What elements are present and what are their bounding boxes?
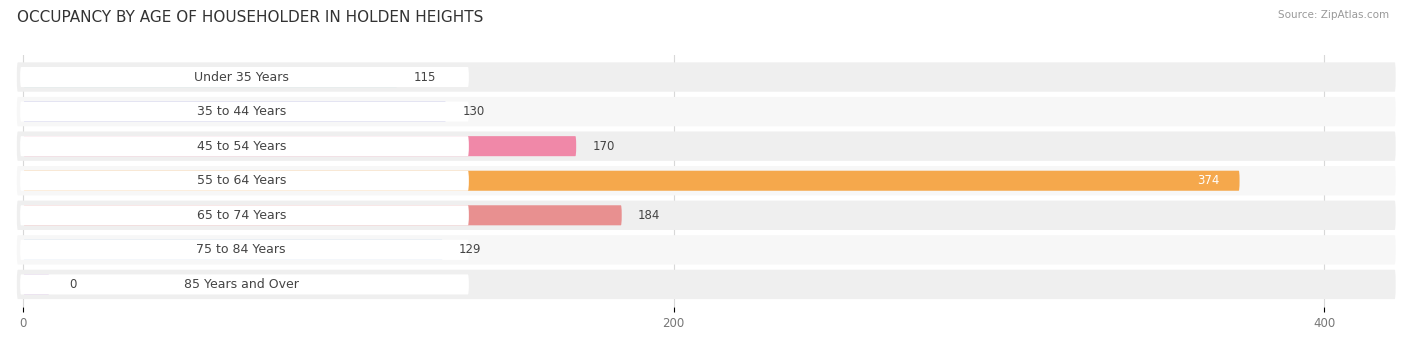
FancyBboxPatch shape bbox=[24, 67, 398, 87]
FancyBboxPatch shape bbox=[17, 270, 1396, 299]
FancyBboxPatch shape bbox=[24, 205, 621, 225]
FancyBboxPatch shape bbox=[17, 235, 1396, 265]
Text: 45 to 54 Years: 45 to 54 Years bbox=[197, 140, 285, 153]
Text: 129: 129 bbox=[460, 243, 482, 256]
FancyBboxPatch shape bbox=[20, 240, 468, 260]
Text: 0: 0 bbox=[69, 278, 76, 291]
Text: 65 to 74 Years: 65 to 74 Years bbox=[197, 209, 285, 222]
Text: OCCUPANCY BY AGE OF HOUSEHOLDER IN HOLDEN HEIGHTS: OCCUPANCY BY AGE OF HOUSEHOLDER IN HOLDE… bbox=[17, 10, 484, 25]
Text: 184: 184 bbox=[638, 209, 661, 222]
FancyBboxPatch shape bbox=[24, 171, 1240, 191]
Text: 170: 170 bbox=[592, 140, 614, 153]
Text: 374: 374 bbox=[1198, 174, 1220, 187]
FancyBboxPatch shape bbox=[20, 102, 468, 122]
FancyBboxPatch shape bbox=[20, 171, 468, 191]
FancyBboxPatch shape bbox=[17, 166, 1396, 195]
FancyBboxPatch shape bbox=[24, 102, 446, 122]
FancyBboxPatch shape bbox=[20, 205, 468, 225]
Text: Source: ZipAtlas.com: Source: ZipAtlas.com bbox=[1278, 10, 1389, 20]
Text: 85 Years and Over: 85 Years and Over bbox=[184, 278, 298, 291]
Text: 130: 130 bbox=[463, 105, 485, 118]
Text: 55 to 64 Years: 55 to 64 Years bbox=[197, 174, 285, 187]
FancyBboxPatch shape bbox=[24, 275, 49, 295]
Text: 35 to 44 Years: 35 to 44 Years bbox=[197, 105, 285, 118]
Text: 75 to 84 Years: 75 to 84 Years bbox=[197, 243, 285, 256]
FancyBboxPatch shape bbox=[17, 62, 1396, 92]
FancyBboxPatch shape bbox=[24, 240, 443, 260]
Text: 115: 115 bbox=[413, 71, 436, 84]
FancyBboxPatch shape bbox=[17, 132, 1396, 161]
FancyBboxPatch shape bbox=[17, 201, 1396, 230]
FancyBboxPatch shape bbox=[20, 275, 468, 295]
Text: Under 35 Years: Under 35 Years bbox=[194, 71, 288, 84]
FancyBboxPatch shape bbox=[17, 97, 1396, 126]
FancyBboxPatch shape bbox=[20, 67, 468, 87]
FancyBboxPatch shape bbox=[24, 136, 576, 156]
FancyBboxPatch shape bbox=[20, 136, 468, 156]
